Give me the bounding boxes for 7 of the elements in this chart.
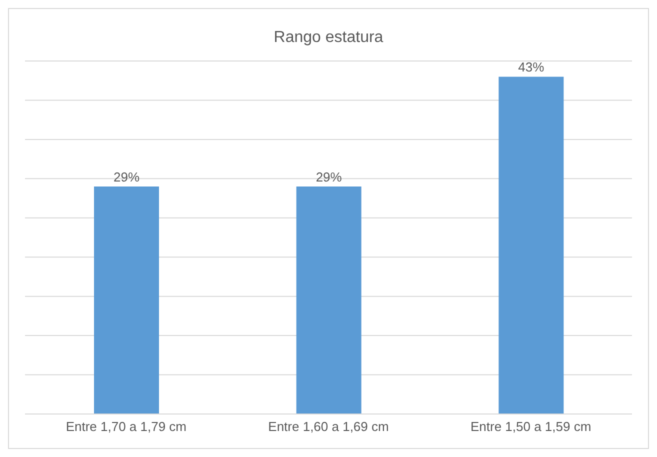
x-tick-label: Entre 1,50 a 1,59 cm <box>470 419 592 434</box>
data-label: 29% <box>316 170 342 185</box>
x-tick-label: Entre 1,70 a 1,79 cm <box>66 419 187 434</box>
x-tick-label: Entre 1,60 a 1,69 cm <box>268 419 389 434</box>
data-label: 43% <box>518 60 545 75</box>
chart-title: Rango estatura <box>272 29 384 48</box>
data-label: 29% <box>113 170 140 185</box>
